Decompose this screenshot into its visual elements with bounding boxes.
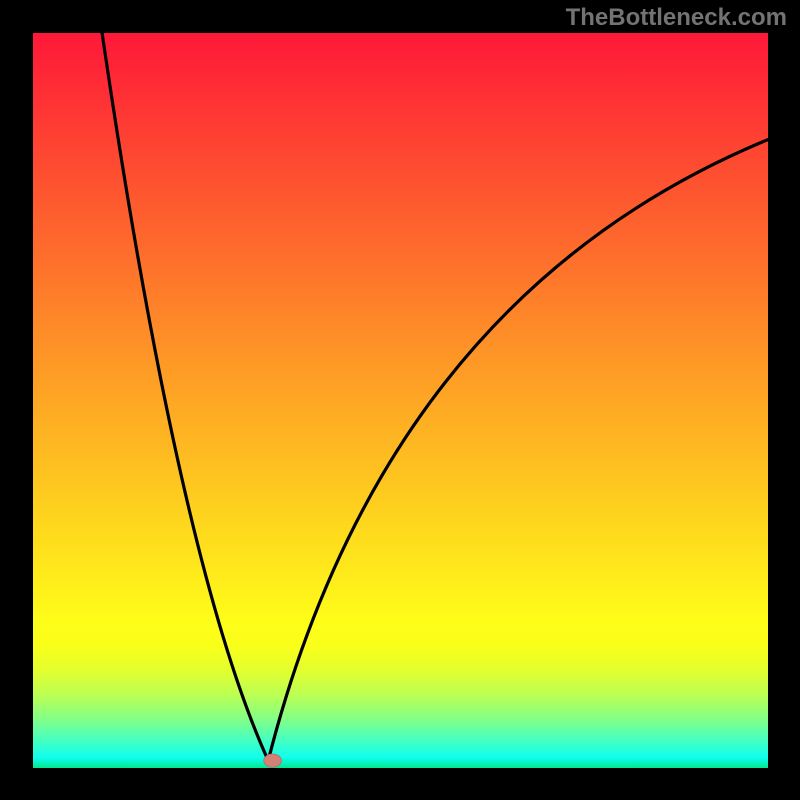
optimum-marker bbox=[264, 754, 282, 767]
chart-background bbox=[33, 33, 768, 768]
watermark-text: TheBottleneck.com bbox=[566, 4, 787, 32]
bottleneck-chart bbox=[33, 33, 768, 768]
